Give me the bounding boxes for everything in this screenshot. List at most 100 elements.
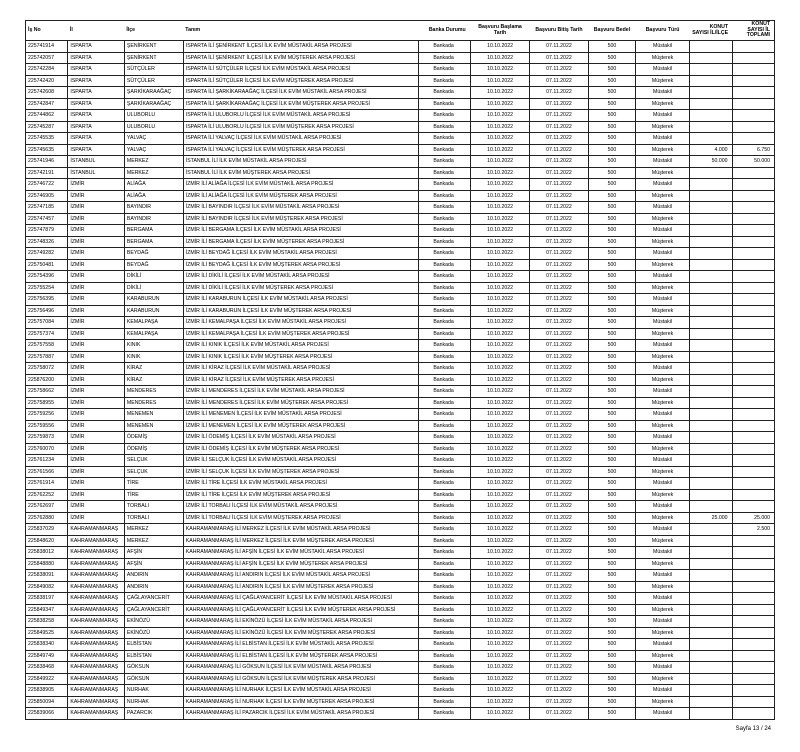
cell-bedel: 500 <box>588 616 635 628</box>
cell-bedel: 500 <box>588 662 635 674</box>
cell-tur: Müşterek <box>635 282 689 294</box>
cell-tur: Müstakil <box>635 87 689 99</box>
cell-k2 <box>732 466 774 478</box>
cell-tur: Müşterek <box>635 696 689 708</box>
cell-ilce: ÖDEMİŞ <box>124 443 183 455</box>
cell-ilce: ŞENİRKENT <box>124 52 183 64</box>
table-row: 225838197KAHRAMANMARAŞÇAĞLAYANCERİTKAHRA… <box>26 593 775 605</box>
cell-k1 <box>690 225 732 237</box>
cell-il: İZMİR <box>68 420 125 432</box>
cell-banka: Bankada <box>419 639 471 651</box>
cell-ilce: MENEMEN <box>124 409 183 421</box>
cell-bedel: 500 <box>588 156 635 168</box>
cell-t2: 07.11.2022 <box>530 547 589 559</box>
cell-bedel: 500 <box>588 708 635 720</box>
cell-t1: 10.10.2022 <box>471 409 530 421</box>
cell-k1 <box>690 340 732 352</box>
cell-t1: 10.10.2022 <box>471 512 530 524</box>
cell-isno: 225849922 <box>26 673 68 685</box>
cell-il: İZMİR <box>68 236 125 248</box>
cell-banka: Bankada <box>419 397 471 409</box>
cell-tur: Müşterek <box>635 328 689 340</box>
cell-k1 <box>690 604 732 616</box>
cell-k2 <box>732 52 774 64</box>
cell-tur: Müstakil <box>635 547 689 559</box>
cell-ilce: YALVAÇ <box>124 133 183 145</box>
cell-isno: 225741946 <box>26 156 68 168</box>
table-row: 225762697İZMİRTORBALIİZMİR İLİ TORBALI İ… <box>26 501 775 513</box>
cell-tanim: İSTANBUL İLİ İLK EVİM MÜŞTEREK ARSA PROJ… <box>183 167 419 179</box>
cell-k1 <box>690 432 732 444</box>
cell-k1 <box>690 696 732 708</box>
cell-isno: 225742420 <box>26 75 68 87</box>
cell-ilce: PAZARCIK <box>124 708 183 720</box>
cell-isno: 225848620 <box>26 535 68 547</box>
cell-k2 <box>732 639 774 651</box>
cell-isno: 225762880 <box>26 512 68 524</box>
cell-tur: Müşterek <box>635 466 689 478</box>
cell-isno: 225759256 <box>26 409 68 421</box>
cell-k1 <box>690 351 732 363</box>
cell-isno: 225838905 <box>26 685 68 697</box>
cell-il: KAHRAMANMARAŞ <box>68 650 125 662</box>
cell-tanim: ISPARTA İLİ ULUBORLU İLÇESİ İLK EVİM MÜŞ… <box>183 121 419 133</box>
cell-k1 <box>690 420 732 432</box>
cell-t2: 07.11.2022 <box>530 305 589 317</box>
cell-bedel: 500 <box>588 190 635 202</box>
cell-t2: 07.11.2022 <box>530 75 589 87</box>
cell-banka: Bankada <box>419 570 471 582</box>
cell-tanim: KAHRAMANMARAŞ İLİ ANDIRIN İLÇESİ İLK EVİ… <box>183 570 419 582</box>
cell-t2: 07.11.2022 <box>530 179 589 191</box>
cell-il: İZMİR <box>68 305 125 317</box>
cell-tur: Müstakil <box>635 225 689 237</box>
cell-t2: 07.11.2022 <box>530 317 589 329</box>
cell-ilce: SELÇUK <box>124 466 183 478</box>
cell-isno: 225745535 <box>26 133 68 145</box>
table-row: 225837029KAHRAMANMARAŞMERKEZKAHRAMANMARA… <box>26 524 775 536</box>
cell-banka: Bankada <box>419 650 471 662</box>
cell-bedel: 500 <box>588 236 635 248</box>
cell-t1: 10.10.2022 <box>471 41 530 53</box>
cell-banka: Bankada <box>419 225 471 237</box>
cell-t1: 10.10.2022 <box>471 98 530 110</box>
cell-k2 <box>732 432 774 444</box>
cell-ilce: ŞARKİKARAAĞAÇ <box>124 87 183 99</box>
cell-k2 <box>732 593 774 605</box>
cell-k1 <box>690 455 732 467</box>
cell-isno: 225849749 <box>26 650 68 662</box>
table-row: 225755254İZMİRDİKİLİİZMİR İLİ DİKİLİ İLÇ… <box>26 282 775 294</box>
cell-k1 <box>690 547 732 559</box>
cell-tanim: KAHRAMANMARAŞ İLİ GÖKSUN İLÇESİ İLK EVİM… <box>183 662 419 674</box>
cell-il: KAHRAMANMARAŞ <box>68 662 125 674</box>
cell-t2: 07.11.2022 <box>530 248 589 260</box>
cell-k2 <box>732 363 774 375</box>
cell-t2: 07.11.2022 <box>530 616 589 628</box>
cell-tanim: İZMİR İLİ MENDERES İLÇESİ İLK EVİM MÜSTA… <box>183 386 419 398</box>
cell-tur: Müşterek <box>635 581 689 593</box>
cell-k2 <box>732 455 774 467</box>
cell-bedel: 500 <box>588 133 635 145</box>
cell-t2: 07.11.2022 <box>530 225 589 237</box>
cell-k2 <box>732 351 774 363</box>
cell-k1 <box>690 179 732 191</box>
cell-tur: Müstakil <box>635 455 689 467</box>
cell-tanim: KAHRAMANMARAŞ İLİ ANDIRIN İLÇESİ İLK EVİ… <box>183 581 419 593</box>
table-row: 225761914İZMİRTİREİZMİR İLİ TİRE İLÇESİ … <box>26 478 775 490</box>
cell-bedel: 500 <box>588 524 635 536</box>
cell-t2: 07.11.2022 <box>530 593 589 605</box>
cell-k1 <box>690 87 732 99</box>
table-row: 225741946İSTANBULMERKEZİSTANBUL İLİ İLK … <box>26 156 775 168</box>
table-row: 225762252İZMİRTİREİZMİR İLİ TİRE İLÇESİ … <box>26 489 775 501</box>
cell-isno: 225758072 <box>26 363 68 375</box>
table-row: 225759556İZMİRMENEMENİZMİR İLİ MENEMEN İ… <box>26 420 775 432</box>
cell-k2 <box>732 259 774 271</box>
cell-k2 <box>732 328 774 340</box>
cell-t1: 10.10.2022 <box>471 64 530 76</box>
cell-bedel: 500 <box>588 489 635 501</box>
table-row: 225849922KAHRAMANMARAŞGÖKSUNKAHRAMANMARA… <box>26 673 775 685</box>
cell-il: KAHRAMANMARAŞ <box>68 685 125 697</box>
table-row: 225758072İZMİRKİRAZİZMİR İLİ KİRAZ İLÇES… <box>26 363 775 375</box>
cell-k1 <box>690 581 732 593</box>
cell-t2: 07.11.2022 <box>530 282 589 294</box>
cell-k1 <box>690 501 732 513</box>
